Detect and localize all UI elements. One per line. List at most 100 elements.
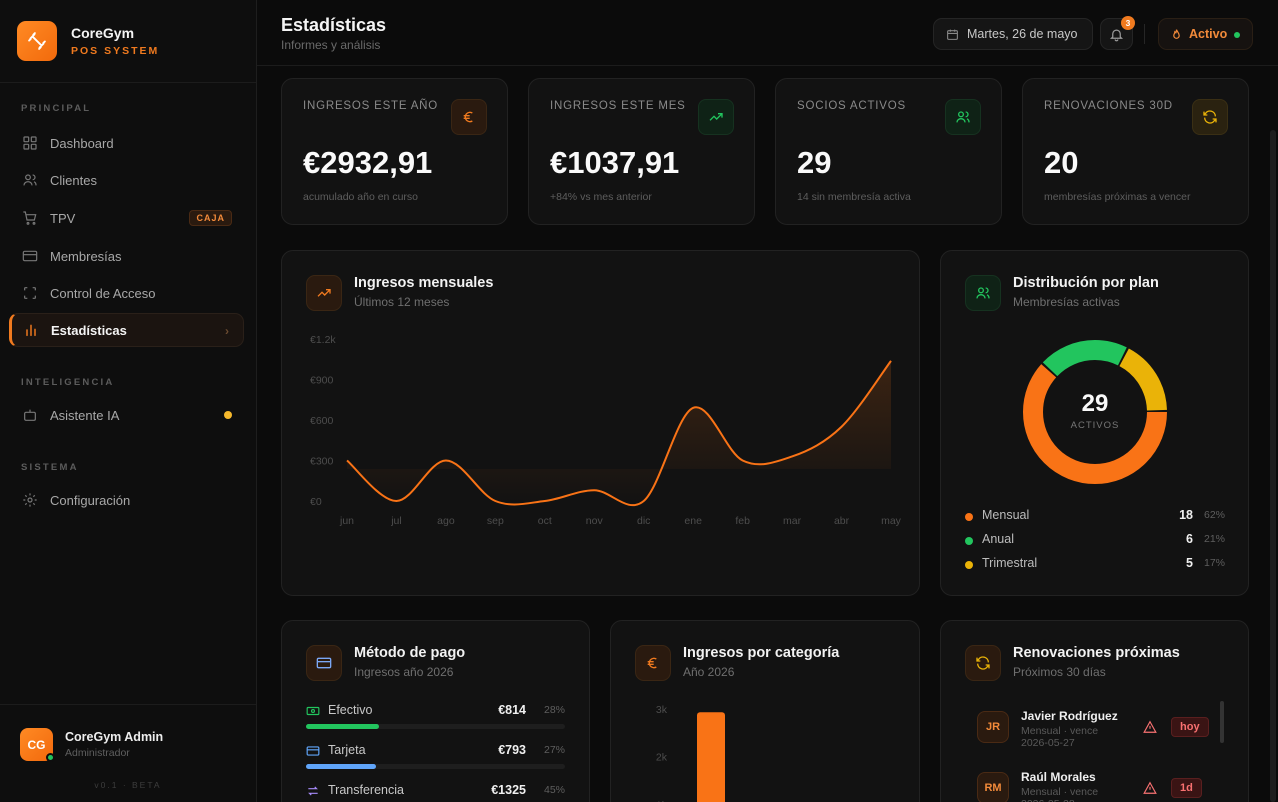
legend-count: 5 bbox=[1186, 556, 1193, 570]
x-tick-label: sep bbox=[487, 515, 504, 527]
list-scrollbar[interactable] bbox=[1220, 701, 1224, 743]
legend-pct: 21% bbox=[1203, 533, 1225, 545]
payment-amount: €793 bbox=[498, 743, 526, 757]
list-item[interactable]: JR Javier Rodríguez Mensual · vence 2026… bbox=[977, 705, 1213, 755]
payment-name: Transferencia bbox=[328, 783, 404, 797]
legend-item-trimestral: Trimestral 5 17% bbox=[965, 556, 1225, 574]
member-name: Javier Rodríguez bbox=[1021, 709, 1118, 723]
payment-name: Tarjeta bbox=[328, 743, 366, 757]
stat-note: +84% vs mes anterior bbox=[550, 191, 652, 203]
member-expiry-date: 2026-05-27 bbox=[1021, 737, 1075, 749]
card-subtitle: Año 2026 bbox=[683, 665, 735, 679]
payment-bar-fill bbox=[306, 724, 379, 729]
y-tick-label: €0 bbox=[310, 496, 322, 508]
payment-row-transferencia: Transferencia €1325 45% bbox=[306, 783, 565, 802]
bell-icon bbox=[1109, 29, 1124, 41]
sidebar-item-dashboard[interactable]: Dashboard bbox=[9, 126, 244, 160]
stat-value: 29 bbox=[797, 145, 832, 180]
payment-bar-track bbox=[306, 764, 565, 769]
x-tick-label: may bbox=[881, 515, 902, 527]
status-text: Activo bbox=[1189, 27, 1228, 41]
list-item[interactable]: RM Raúl Morales Mensual · vence 2026-05-… bbox=[977, 766, 1213, 802]
y-tick-label: 2k bbox=[656, 752, 668, 764]
nav-section-sistema: SISTEMA bbox=[21, 462, 79, 473]
brand: CoreGym POS SYSTEM bbox=[0, 0, 256, 83]
bar-chart-icon bbox=[26, 324, 36, 337]
sidebar-item-label: Dashboard bbox=[50, 135, 114, 151]
user-role: Administrador bbox=[65, 747, 130, 759]
card-title: Distribución por plan bbox=[1013, 275, 1159, 291]
card-title: Ingresos por categoría bbox=[683, 645, 840, 661]
sidebar-item-configuracion[interactable]: Configuración bbox=[9, 483, 244, 517]
sidebar-item-clientes[interactable]: Clientes bbox=[9, 163, 244, 197]
top-header: Estadísticas Informes y análisis Martes,… bbox=[257, 0, 1278, 66]
x-tick-label: abr bbox=[834, 515, 850, 527]
stat-note: 14 sin membresía activa bbox=[797, 191, 911, 203]
avatar: CG bbox=[20, 728, 53, 761]
sidebar-item-label: Estadísticas bbox=[51, 322, 127, 338]
stat-value: 20 bbox=[1044, 145, 1079, 180]
payment-row-efectivo: Efectivo €814 28% bbox=[306, 703, 565, 733]
payment-bar-track bbox=[306, 724, 565, 729]
legend-pct: 17% bbox=[1203, 557, 1225, 569]
plan-donut-chart: 29 ACTIVOS bbox=[1023, 340, 1167, 484]
payment-bar-fill bbox=[306, 764, 376, 769]
y-tick-label: €1.2k bbox=[310, 334, 336, 346]
payment-amount: €814 bbox=[498, 703, 526, 717]
stat-card-ingresos-mes: INGRESOS ESTE MES €1037,91 +84% vs mes a… bbox=[528, 78, 755, 225]
member-plan: Mensual · vence bbox=[1021, 786, 1099, 798]
member-name: Raúl Morales bbox=[1021, 770, 1096, 784]
users-icon bbox=[23, 174, 37, 186]
page-scrollbar[interactable] bbox=[1270, 130, 1276, 802]
x-tick-label: jul bbox=[390, 515, 402, 527]
sidebar-item-label: Membresías bbox=[50, 248, 122, 264]
pie-slice-mensual bbox=[1023, 340, 1167, 484]
plan-distribution-card: Distribución por plan Membresías activas… bbox=[940, 250, 1249, 596]
sidebar-item-estadisticas[interactable]: Estadísticas › bbox=[9, 313, 244, 347]
payment-name: Efectivo bbox=[328, 703, 373, 717]
date-text: Martes, 26 de mayo bbox=[967, 27, 1078, 41]
calendar-icon bbox=[947, 29, 958, 40]
card-subtitle: Últimos 12 meses bbox=[354, 295, 450, 309]
status-toggle[interactable]: Activo bbox=[1158, 18, 1253, 50]
grid-icon bbox=[23, 136, 37, 150]
sidebar-item-tpv[interactable]: TPV CAJA bbox=[9, 201, 244, 235]
brand-subtitle: POS SYSTEM bbox=[71, 45, 160, 57]
date-display[interactable]: Martes, 26 de mayo bbox=[933, 18, 1093, 50]
legend-dot bbox=[965, 561, 973, 569]
sidebar-item-control-acceso[interactable]: Control de Acceso bbox=[9, 276, 244, 310]
legend-name: Mensual bbox=[982, 508, 1030, 522]
bar bbox=[697, 712, 725, 802]
legend-pct: 62% bbox=[1203, 509, 1225, 521]
gear-icon bbox=[23, 493, 37, 507]
sidebar-item-asistente[interactable]: Asistente IA bbox=[9, 398, 244, 432]
scan-icon bbox=[24, 287, 36, 299]
card-icon bbox=[306, 746, 320, 756]
x-tick-label: ene bbox=[684, 515, 702, 527]
payment-amount: €1325 bbox=[491, 783, 526, 797]
euro-icon bbox=[451, 99, 487, 135]
donut-total-label: ACTIVOS bbox=[1071, 420, 1120, 431]
member-expiry-date: 2026-05-28 bbox=[1021, 798, 1075, 802]
sidebar-item-label: Control de Acceso bbox=[50, 285, 156, 301]
pie-slice-anual bbox=[1023, 340, 1167, 484]
transfer-icon bbox=[308, 786, 318, 796]
card-subtitle: Próximos 30 días bbox=[1013, 665, 1106, 679]
stat-note: acumulado año en curso bbox=[303, 191, 418, 203]
avatar: JR bbox=[977, 711, 1009, 743]
category-bar-chart: 1k 2k 3k bbox=[656, 704, 725, 802]
bot-icon bbox=[24, 409, 36, 421]
notification-count-badge: 3 bbox=[1121, 16, 1135, 30]
y-tick-label: 3k bbox=[656, 704, 668, 716]
euro-icon bbox=[635, 645, 671, 681]
stat-card-ingresos-anio: INGRESOS ESTE AÑO €2932,91 acumulado año… bbox=[281, 78, 508, 225]
dumbbell-icon bbox=[17, 21, 57, 61]
sidebar-item-membresias[interactable]: Membresías bbox=[9, 239, 244, 273]
trending-up-icon bbox=[306, 275, 342, 311]
legend-item-anual: Anual 6 21% bbox=[965, 532, 1225, 550]
user-profile[interactable]: CG CoreGym Admin Administrador v0.1 · BE… bbox=[0, 704, 256, 802]
x-tick-label: oct bbox=[538, 515, 552, 527]
stat-label: INGRESOS ESTE MES bbox=[550, 100, 686, 112]
legend-item-mensual: Mensual 18 62% bbox=[965, 508, 1225, 526]
legend-dot bbox=[965, 513, 973, 521]
